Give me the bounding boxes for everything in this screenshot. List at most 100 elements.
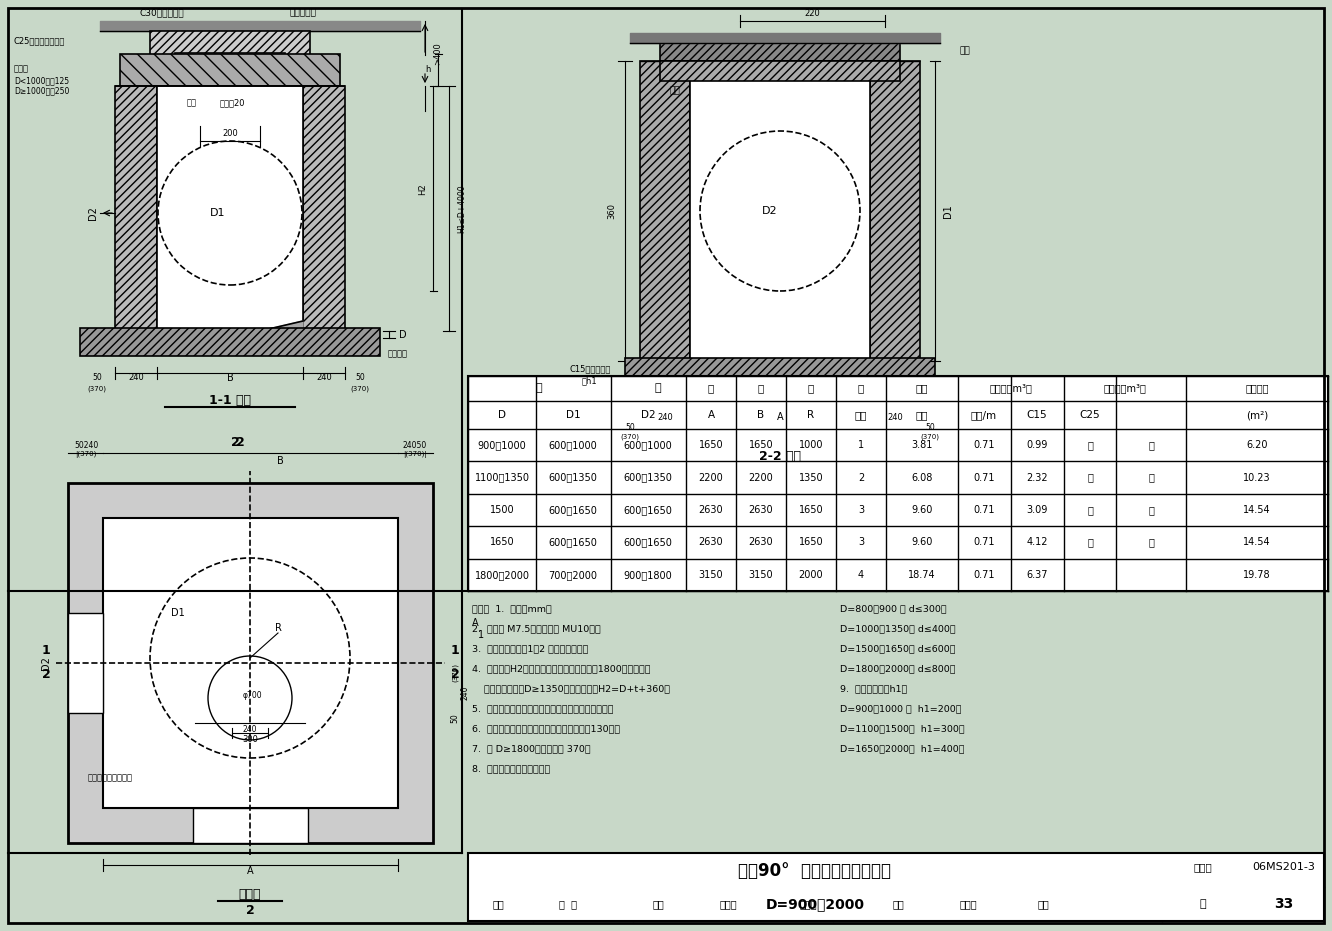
Text: 600～1000: 600～1000 (549, 440, 597, 451)
Text: 厚h1: 厚h1 (582, 376, 598, 385)
Text: 尺: 尺 (809, 383, 814, 393)
Text: 郭  钩: 郭 钩 (559, 899, 577, 909)
Text: 混凝土（m³）: 混凝土（m³） (1104, 383, 1147, 393)
Text: D≥1000基高250: D≥1000基高250 (15, 87, 69, 96)
Text: 06MS201-3: 06MS201-3 (1252, 862, 1316, 872)
Text: 图: 图 (1148, 537, 1154, 547)
Text: D=1000～1350时 d≤400；: D=1000～1350时 d≤400； (840, 624, 955, 633)
Text: 600～1650: 600～1650 (549, 537, 598, 547)
Text: 240: 240 (128, 373, 144, 383)
Text: H1≤D+4000: H1≤D+4000 (457, 184, 466, 234)
Text: 图集号: 图集号 (1193, 862, 1212, 872)
Text: 50: 50 (92, 373, 101, 383)
Text: D1: D1 (170, 608, 185, 618)
Bar (302, 86, 345, 331)
Text: 3.09: 3.09 (1027, 505, 1048, 515)
Text: 18.74: 18.74 (908, 570, 936, 580)
Text: 平面图: 平面图 (238, 888, 261, 901)
Text: 2630: 2630 (699, 505, 723, 515)
Text: 220: 220 (805, 8, 821, 18)
Text: 孟宪东: 孟宪东 (959, 899, 976, 909)
Text: D=1650～2000时  h1=400。: D=1650～2000时 h1=400。 (840, 744, 964, 753)
Text: D2: D2 (762, 206, 778, 216)
Bar (115, 86, 157, 331)
Text: 33: 33 (1275, 897, 1293, 911)
Text: 3.81: 3.81 (911, 440, 932, 451)
Text: D=1800～2000时 d≤800。: D=1800～2000时 d≤800。 (840, 664, 955, 673)
Text: 3: 3 (858, 537, 864, 547)
Text: 50: 50 (625, 423, 635, 431)
Text: 3: 3 (858, 505, 864, 515)
Text: 600～1000: 600～1000 (623, 440, 673, 451)
Text: 4: 4 (858, 570, 864, 580)
Text: 600～1350: 600～1350 (623, 473, 673, 482)
Text: 2: 2 (236, 437, 244, 450)
Text: 1: 1 (41, 644, 51, 657)
Text: 校对: 校对 (653, 899, 663, 909)
Text: 1000: 1000 (799, 440, 823, 451)
Text: 盖: 盖 (1087, 473, 1094, 482)
Bar (68, 483, 433, 843)
Bar (625, 358, 935, 393)
Text: |(370)|: |(370)| (404, 452, 426, 458)
Text: 1-1 剖面: 1-1 剖面 (209, 395, 250, 408)
Text: 1650: 1650 (699, 440, 723, 451)
Text: 600～1650: 600～1650 (623, 505, 673, 515)
Text: 说明：  1.  单位：mm。: 说明： 1. 单位：mm。 (472, 604, 551, 613)
Bar (690, 61, 870, 361)
Text: 1350: 1350 (799, 473, 823, 482)
Text: >400: >400 (433, 43, 442, 65)
Text: 1650: 1650 (490, 537, 514, 547)
Bar (103, 518, 398, 808)
Text: D: D (498, 410, 506, 420)
Text: C30混凝土井圈: C30混凝土井圈 (140, 8, 185, 18)
Text: 盖: 盖 (1148, 473, 1154, 482)
Text: 时酌情减少。当D≥1350时，井室高度H2=D+t+360。: 时酌情减少。当D≥1350时，井室高度H2=D+t+360。 (472, 684, 670, 693)
Text: 360: 360 (607, 203, 617, 219)
Text: 设计: 设计 (892, 899, 904, 909)
Text: D=900～1000 时  h1=200；: D=900～1000 时 h1=200； (840, 704, 962, 713)
Text: D1: D1 (566, 410, 581, 420)
Text: 300: 300 (242, 735, 258, 745)
Text: 2: 2 (41, 668, 51, 681)
Bar (639, 61, 690, 361)
Text: 0.71: 0.71 (974, 473, 995, 482)
Text: 见: 见 (1087, 440, 1094, 451)
Text: 0.71: 0.71 (974, 570, 995, 580)
Text: 1800～2000: 1800～2000 (474, 570, 530, 580)
Text: D=900～2000: D=900～2000 (766, 897, 864, 911)
Text: 1: 1 (478, 630, 484, 640)
Text: 原来做图: 原来做图 (388, 349, 408, 358)
Text: 2.32: 2.32 (1026, 473, 1048, 482)
Text: |(370): |(370) (76, 452, 97, 458)
Text: 管: 管 (535, 383, 542, 393)
Text: 板: 板 (1087, 505, 1094, 515)
Text: H2: H2 (418, 183, 428, 195)
Text: 勾缝: 勾缝 (186, 99, 197, 107)
Text: h: h (425, 65, 430, 74)
Text: C15: C15 (1027, 410, 1047, 420)
Bar (659, 61, 900, 81)
Text: 240: 240 (657, 412, 673, 422)
Text: 200: 200 (222, 128, 238, 138)
Text: 0.99: 0.99 (1027, 440, 1048, 451)
Text: 踏步: 踏步 (670, 87, 681, 96)
Text: 240: 240 (242, 725, 257, 735)
Text: 2: 2 (858, 473, 864, 482)
Bar (468, 853, 1324, 921)
Text: 2: 2 (230, 437, 240, 450)
Text: A: A (472, 618, 478, 628)
Text: 900～1800: 900～1800 (623, 570, 673, 580)
Text: 1100～1350: 1100～1350 (474, 473, 530, 482)
Text: D=1500～1650时 d≤600；: D=1500～1650时 d≤600； (840, 644, 955, 653)
Text: D: D (400, 330, 406, 340)
Text: 6.20: 6.20 (1247, 440, 1268, 451)
Text: 温和学: 温和学 (799, 899, 817, 909)
Text: 抹面厚20: 抹面厚20 (220, 99, 245, 107)
Text: 温廊晖: 温廊晖 (719, 899, 737, 909)
Text: 矩形90°  三通砖砌雨水检查井: 矩形90° 三通砖砌雨水检查井 (738, 862, 891, 880)
Bar (157, 86, 302, 331)
Bar (174, 53, 285, 71)
Text: 14.54: 14.54 (1243, 537, 1271, 547)
Text: 盖板: 盖板 (916, 383, 928, 393)
